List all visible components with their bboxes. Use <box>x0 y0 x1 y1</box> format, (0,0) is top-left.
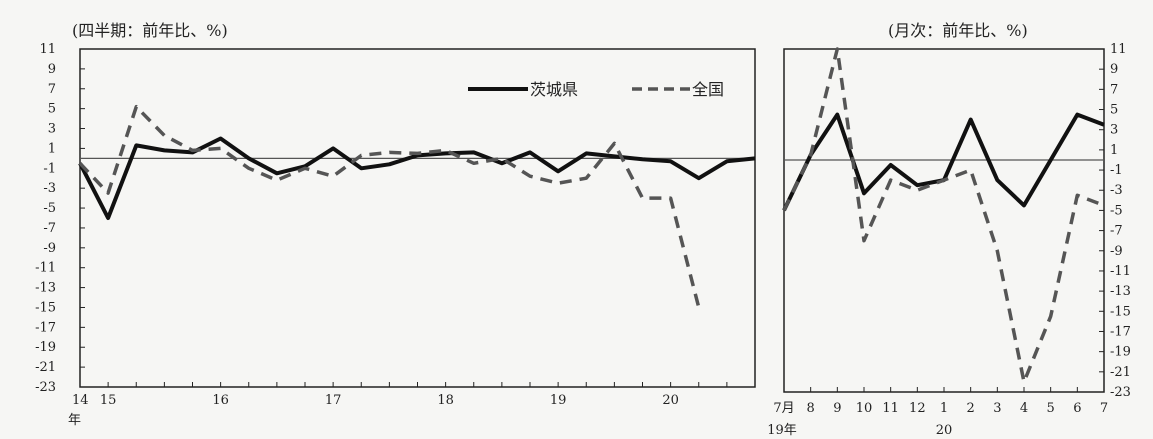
monthly-x-tick: 11 <box>882 401 899 416</box>
quarterly-y-tick: -9 <box>43 241 56 256</box>
monthly-x-tick: 3 <box>993 401 1001 416</box>
quarterly-y-tick: -5 <box>43 201 56 216</box>
monthly-y-tick: -21 <box>1110 365 1131 380</box>
monthly-y-tick: -17 <box>1110 324 1131 339</box>
quarterly-y-tick: -7 <box>43 221 56 236</box>
quarterly-y-tick: -13 <box>35 281 56 296</box>
legend: 茨城県 全国 <box>468 80 724 99</box>
legend-label-national: 全国 <box>692 80 724 99</box>
monthly-year-label: 19年 <box>767 423 797 438</box>
quarterly-y-tick: 5 <box>48 102 56 117</box>
monthly-series-ibaraki <box>782 112 1105 212</box>
monthly-y-tick: -19 <box>1110 345 1131 360</box>
monthly-x-tick: 8 <box>807 401 815 416</box>
monthly-plot-frame <box>783 48 1105 393</box>
quarterly-plot-frame <box>79 48 756 388</box>
monthly-x-tick: 1 <box>940 401 948 416</box>
monthly-y-tick: 5 <box>1110 103 1118 118</box>
quarterly-x-axis: 14 15 16 17 18 19 20 <box>72 382 756 408</box>
quarterly-x-tick: 20 <box>662 393 679 408</box>
monthly-y-tick: -9 <box>1110 244 1123 259</box>
monthly-year-label: 20 <box>936 423 953 438</box>
quarterly-y-tick: -23 <box>35 380 56 395</box>
quarterly-y-tick: -3 <box>43 181 56 196</box>
monthly-x-tick: 6 <box>1073 401 1081 416</box>
quarterly-y-axis: 11 9 7 5 3 1 -1 -3 -5 -7 -9 -11 -13 -15 -17 -19 -21 -23 <box>35 42 85 395</box>
monthly-x-axis: 7月 8 9 10 11 12 1 2 3 4 5 6 7 <box>773 387 1108 416</box>
monthly-y-tick: -15 <box>1110 304 1131 319</box>
monthly-x-tick: 7月 <box>773 401 794 416</box>
monthly-y-tick: 11 <box>1110 42 1127 57</box>
quarterly-series-ibaraki <box>78 136 756 220</box>
monthly-chart: (月次：前年比、%) 11 9 7 5 3 1 -1 -3 -5 -7 -9 -11 -13 -15 -17… <box>767 21 1131 438</box>
quarterly-y-tick: -11 <box>35 261 56 276</box>
quarterly-x-tick: 19 <box>550 393 567 408</box>
monthly-y-tick: -23 <box>1110 385 1131 400</box>
quarterly-chart: (四半期：前年比、%) 11 9 7 5 3 1 -1 -3 -5 -7 -9 -11 -13 -15 -1… <box>35 21 756 428</box>
monthly-y-tick: -7 <box>1110 224 1123 239</box>
quarterly-unit-label: (四半期：前年比、%) <box>72 21 228 40</box>
quarterly-x-tick: 14 <box>72 393 89 408</box>
monthly-series-national <box>782 47 1105 384</box>
monthly-x-tick: 5 <box>1047 401 1055 416</box>
monthly-y-tick: 7 <box>1110 82 1118 97</box>
quarterly-y-tick: 1 <box>48 141 56 156</box>
monthly-y-tick: -3 <box>1110 183 1123 198</box>
quarterly-x-tick: 16 <box>212 393 229 408</box>
monthly-y-tick: -5 <box>1110 203 1123 218</box>
quarterly-y-tick: -19 <box>35 340 56 355</box>
quarterly-x-unit: 年 <box>68 413 81 428</box>
quarterly-y-tick: -17 <box>35 320 56 335</box>
monthly-y-tick: -11 <box>1110 264 1131 279</box>
quarterly-y-tick: 11 <box>39 42 56 57</box>
quarterly-x-tick: 17 <box>325 393 342 408</box>
monthly-y-tick: -1 <box>1110 163 1123 178</box>
monthly-y-tick: 1 <box>1110 143 1118 158</box>
quarterly-y-tick: 3 <box>48 122 56 137</box>
monthly-x-tick: 2 <box>967 401 975 416</box>
monthly-y-tick: 3 <box>1110 123 1118 138</box>
quarterly-y-tick: -21 <box>35 360 56 375</box>
monthly-x-tick: 7 <box>1100 401 1108 416</box>
quarterly-y-tick: -1 <box>43 161 56 176</box>
quarterly-x-tick: 15 <box>100 393 117 408</box>
monthly-y-tick: -13 <box>1110 284 1131 299</box>
monthly-x-tick: 12 <box>909 401 926 416</box>
monthly-y-tick: 9 <box>1110 62 1118 77</box>
monthly-unit-label: (月次：前年比、%) <box>888 21 1028 40</box>
monthly-year-labels: 19年 20 <box>767 423 952 438</box>
monthly-y-axis: 11 9 7 5 3 1 -1 -3 -5 -7 -9 -11 -13 -15 -17 -19 -21 -23 <box>1099 42 1131 400</box>
monthly-x-tick: 9 <box>833 401 841 416</box>
quarterly-y-tick: -15 <box>35 300 56 315</box>
quarterly-y-tick: 7 <box>48 82 56 97</box>
legend-label-ibaraki: 茨城県 <box>530 80 578 99</box>
monthly-x-tick: 4 <box>1020 401 1028 416</box>
quarterly-series-national <box>78 104 701 308</box>
monthly-x-tick: 10 <box>856 401 873 416</box>
quarterly-y-tick: 9 <box>48 62 56 77</box>
quarterly-x-tick: 18 <box>437 393 454 408</box>
